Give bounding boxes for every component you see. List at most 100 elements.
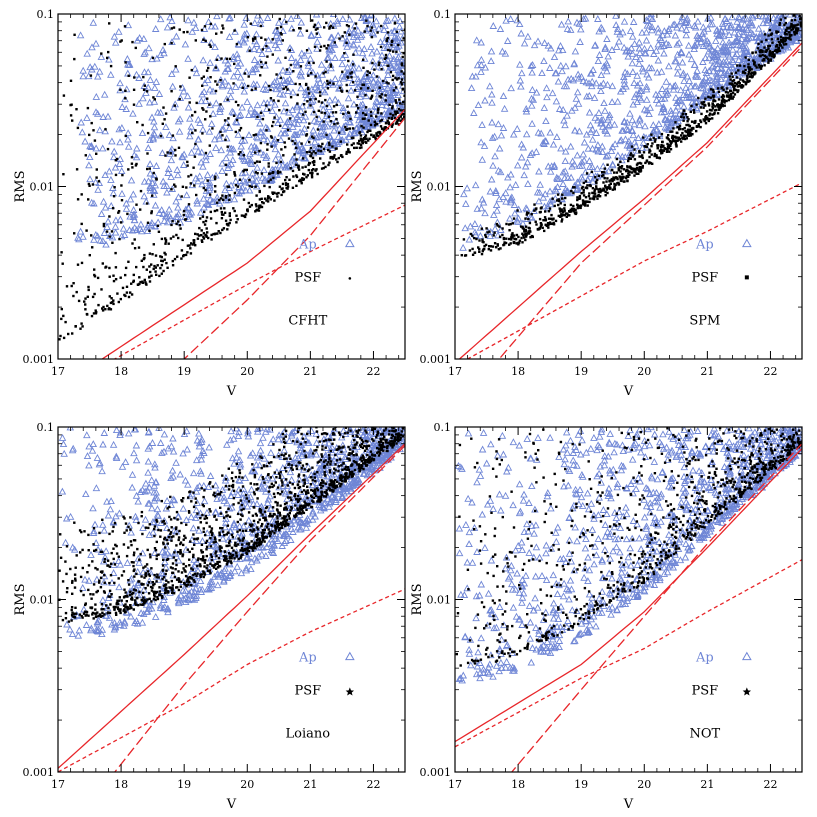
point-psf [241,136,245,140]
point-psf [495,246,498,249]
point-ap [225,161,233,169]
point-psf [200,239,203,242]
point-psf [253,161,257,165]
point-psf [375,115,378,118]
point-psf [208,43,211,46]
point-psf [363,137,367,140]
point-psf [73,33,76,36]
point-psf [226,223,229,226]
point-ap [642,49,650,57]
series-psf [58,17,405,341]
point-psf [177,236,180,240]
point-ap [728,14,736,21]
point-ap [477,138,485,146]
point-psf [704,122,708,125]
point-ap [357,14,366,21]
point-psf [195,193,198,197]
point-ap [313,118,321,126]
point-ap [356,79,365,87]
point-psf [629,157,633,160]
point-psf [557,203,560,207]
point-ap [518,69,526,77]
point-psf [307,92,311,95]
point-psf [745,78,749,81]
point-ap [643,21,652,29]
point-psf [505,222,508,226]
point-psf [124,294,127,298]
point-psf [116,292,119,295]
point-ap [293,112,301,120]
point-ap [317,60,326,68]
point-ap [597,119,605,127]
point-ap [117,167,126,175]
point-psf [561,218,564,221]
point-ap [699,84,707,92]
point-psf [305,176,308,179]
point-ap [381,80,389,87]
point-psf [298,83,301,86]
point-ap [135,99,143,107]
point-psf [674,121,677,124]
point-ap [559,168,568,176]
point-psf [316,128,320,131]
point-psf [598,195,602,198]
point-psf [632,154,635,157]
point-psf [323,112,326,115]
point-psf [524,228,527,232]
point-psf [638,161,641,165]
point-ap [81,575,89,583]
point-psf [130,162,134,165]
point-ap [601,43,610,51]
point-psf [232,114,236,117]
point-ap [116,154,124,162]
point-ap [646,14,655,21]
point-ap [206,58,214,66]
point-ap [210,135,219,143]
point-psf [114,278,118,281]
point-psf [328,150,332,153]
point-psf [790,19,794,22]
point-psf [373,120,376,123]
point-psf [391,123,394,127]
point-ap [144,144,153,152]
point-ap [274,451,283,459]
point-psf [232,82,235,85]
point-ap [245,131,253,139]
point-psf [756,47,760,50]
point-psf [573,186,576,189]
point-ap [258,550,266,558]
point-psf [359,143,363,147]
point-psf [710,109,713,112]
point-ap [98,467,106,475]
point-psf [347,111,350,114]
point-ap [664,41,673,48]
point-ap [354,107,362,114]
point-ap [467,84,476,92]
point-ap [260,166,268,174]
x-tick-label: 20 [240,365,254,378]
point-psf [633,148,636,151]
point-ap [362,17,371,24]
point-psf [97,303,100,307]
point-ap [677,48,685,56]
point-ap [148,504,156,512]
point-psf [266,200,270,203]
point-ap [186,127,195,135]
point-psf [721,100,724,103]
point-ap [628,49,637,57]
point-psf [184,253,188,257]
point-ap [646,103,654,111]
point-ap [575,19,584,27]
point-psf [760,65,763,68]
point-ap [592,79,600,87]
point-ap [179,87,188,95]
point-psf [264,38,267,41]
point-ap [258,50,266,57]
point-psf [511,236,514,239]
point-psf [235,42,239,46]
point-ap [506,214,514,222]
point-psf [124,134,127,138]
point-ap [211,43,219,51]
point-psf [661,151,664,154]
point-psf [297,168,301,171]
